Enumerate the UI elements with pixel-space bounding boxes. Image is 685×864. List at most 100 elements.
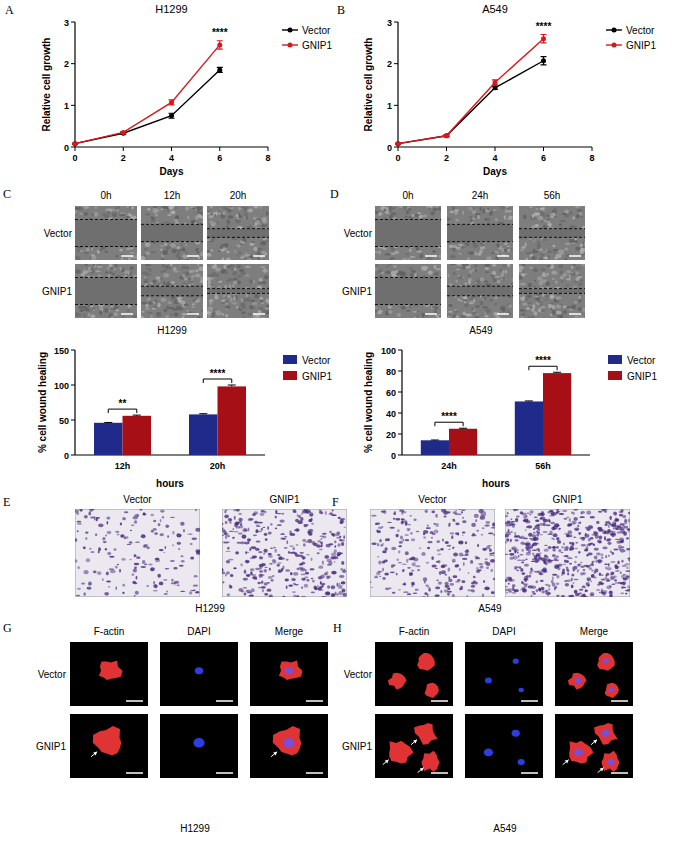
cell-texture — [525, 242, 527, 246]
image-bg — [141, 264, 203, 318]
cell-texture — [417, 212, 422, 214]
cell-texture — [484, 315, 488, 318]
cell-texture — [504, 243, 507, 245]
error-bar — [553, 372, 561, 374]
cell-texture — [520, 249, 523, 252]
cell-texture — [465, 264, 470, 266]
cell-texture — [184, 304, 189, 307]
cell-texture — [455, 212, 457, 215]
cell-texture — [482, 306, 488, 308]
legend-label: GNIP1 — [302, 371, 332, 382]
cell-texture — [491, 274, 495, 277]
cell-texture — [230, 206, 234, 210]
x-tick-label: 2 — [444, 153, 449, 163]
cell-texture — [493, 264, 496, 266]
data-point — [444, 133, 449, 138]
cell-texture — [260, 266, 265, 269]
cell-texture — [245, 252, 247, 255]
cell-texture — [501, 248, 504, 253]
cell-texture — [150, 251, 156, 253]
y-tick — [398, 350, 402, 351]
cell-texture — [507, 309, 509, 311]
cell-texture — [567, 275, 571, 278]
cell-texture — [245, 266, 251, 268]
cell-texture — [181, 313, 186, 315]
cell-texture — [469, 216, 472, 219]
wound-edge — [375, 246, 441, 247]
cell-texture — [574, 301, 577, 304]
cell-texture — [521, 313, 526, 316]
cell-texture — [152, 280, 156, 284]
cell-texture — [173, 267, 176, 270]
cell-texture — [175, 221, 179, 224]
image-bg — [207, 206, 269, 260]
cell-texture — [105, 208, 110, 211]
cell-texture — [508, 264, 510, 268]
scale-bar — [253, 313, 265, 315]
cell-texture — [433, 265, 436, 269]
cell-texture — [435, 206, 438, 208]
cell-texture — [540, 304, 543, 306]
cell-texture — [385, 270, 391, 274]
bar — [123, 416, 152, 455]
cell-texture — [158, 303, 161, 307]
legend-label: GNIP1 — [626, 40, 656, 51]
y-tick — [71, 350, 75, 351]
cell-texture — [141, 311, 144, 313]
cell-texture — [119, 267, 122, 271]
cell-texture — [523, 215, 526, 219]
cell-texture — [510, 248, 512, 252]
cell-texture — [116, 309, 120, 312]
cell-texture — [506, 247, 510, 249]
y-tick — [394, 105, 398, 106]
cell-texture — [472, 269, 475, 272]
cell-texture — [236, 306, 239, 310]
cell-texture — [456, 269, 460, 271]
cell-texture — [258, 248, 261, 251]
x-tick-label: 4 — [169, 153, 174, 163]
cell-texture — [494, 251, 499, 253]
y-tick-label: 20 — [386, 430, 396, 440]
scale-bar — [187, 313, 199, 315]
cell-texture — [433, 208, 437, 211]
cell-texture — [467, 258, 469, 260]
cell-texture — [578, 299, 581, 301]
cell-texture — [198, 266, 203, 271]
stained-cell — [98, 523, 104, 527]
cell-texture — [156, 276, 160, 279]
cell-texture — [182, 273, 185, 278]
cell-texture — [531, 308, 534, 312]
wound-edge — [519, 228, 585, 229]
cell-texture — [114, 213, 117, 218]
cell-texture — [90, 314, 95, 318]
cell-texture — [564, 310, 567, 314]
cell-texture — [124, 275, 126, 277]
cell-texture — [248, 312, 251, 316]
cell-texture — [527, 302, 532, 304]
cell-texture — [177, 249, 182, 252]
significance: **** — [212, 27, 228, 38]
stained-cell — [81, 582, 85, 584]
cell-texture — [438, 207, 441, 211]
cell-texture — [472, 270, 478, 272]
error-bar — [169, 100, 175, 105]
cell-texture — [535, 208, 539, 210]
x-tick — [219, 147, 220, 151]
cell-texture — [536, 244, 539, 246]
cell-texture — [120, 258, 124, 260]
cell-texture — [88, 313, 90, 317]
cell-texture — [99, 310, 103, 313]
cell-texture — [207, 264, 209, 266]
cell-texture — [245, 216, 247, 220]
cell-texture — [167, 214, 171, 216]
cell-texture — [532, 214, 534, 219]
cell-texture — [388, 264, 392, 266]
wound-edge — [207, 293, 269, 294]
legend-marker — [288, 43, 293, 48]
significance: **** — [535, 355, 551, 366]
significance-bracket — [203, 379, 232, 383]
cell-texture — [208, 280, 211, 285]
cell-texture — [485, 218, 488, 221]
cell-texture — [490, 299, 494, 302]
y-tick-label: 60 — [386, 388, 396, 398]
